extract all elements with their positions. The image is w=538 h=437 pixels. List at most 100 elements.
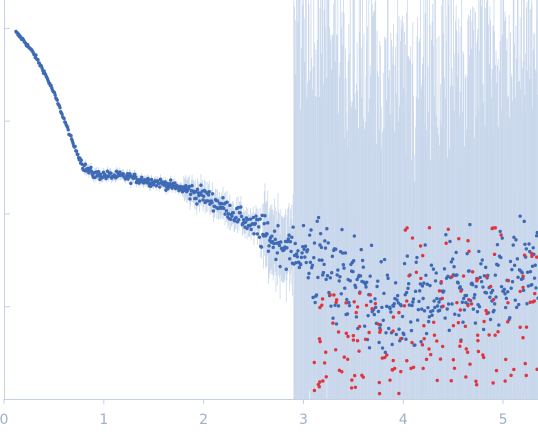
data-point-outlier [439, 280, 443, 284]
data-point [304, 260, 308, 265]
data-point [321, 270, 326, 275]
data-point-outlier [496, 329, 500, 334]
data-point [262, 221, 266, 226]
data-point [448, 239, 452, 244]
data-point-outlier [493, 226, 497, 230]
data-point [258, 217, 262, 221]
data-point [96, 170, 101, 174]
data-point-outlier [435, 378, 439, 383]
data-point-outlier [414, 270, 419, 274]
data-point [390, 342, 394, 347]
data-point [525, 302, 529, 306]
data-point-outlier [405, 299, 409, 303]
data-point-outlier [450, 274, 454, 279]
data-point-outlier [534, 255, 538, 259]
data-point-outlier [399, 336, 403, 341]
data-point [133, 175, 138, 179]
data-point-outlier [324, 350, 328, 354]
data-point-outlier [432, 320, 436, 324]
data-point [167, 185, 172, 189]
data-point [328, 276, 332, 280]
data-point [433, 279, 438, 283]
data-point [481, 327, 486, 332]
data-point [316, 275, 320, 280]
x-tick-label: 0 [0, 412, 8, 428]
data-point [437, 300, 441, 304]
data-point-outlier [493, 333, 497, 337]
data-point-outlier [418, 244, 423, 248]
data-point-outlier [533, 291, 537, 296]
data-point [276, 224, 280, 228]
data-point-outlier [388, 378, 392, 382]
data-point-outlier [391, 358, 395, 363]
data-point [79, 158, 84, 162]
data-point [382, 291, 386, 296]
data-point [425, 282, 429, 286]
data-point [188, 192, 193, 197]
data-point [437, 308, 442, 313]
data-point-outlier [485, 311, 489, 316]
data-point [424, 273, 428, 277]
data-point [421, 296, 425, 301]
data-point-outlier [370, 306, 374, 311]
data-point-outlier [441, 304, 445, 308]
data-point-outlier [476, 333, 480, 337]
data-point [149, 177, 154, 182]
data-point-outlier [492, 252, 497, 257]
data-point [512, 235, 516, 240]
data-point [386, 276, 390, 281]
data-point [316, 215, 321, 220]
data-point-outlier [373, 301, 378, 306]
data-point [510, 280, 515, 284]
data-point [452, 265, 456, 269]
data-point [206, 193, 211, 197]
data-point [477, 304, 482, 309]
data-point-outlier [419, 276, 423, 281]
data-point [195, 187, 200, 192]
data-point [302, 247, 306, 252]
data-point [359, 247, 363, 252]
data-point [430, 313, 434, 317]
data-point [60, 112, 64, 116]
data-point [523, 242, 527, 247]
data-point [410, 303, 414, 308]
data-point [285, 239, 290, 244]
data-point [360, 258, 365, 263]
data-point [343, 251, 348, 255]
data-point [107, 174, 111, 178]
data-point [426, 305, 430, 310]
data-point [514, 238, 518, 242]
data-point-outlier [506, 320, 510, 324]
data-point [225, 200, 229, 204]
data-point [291, 225, 295, 229]
data-point [248, 217, 253, 221]
data-point [193, 189, 198, 194]
data-point [484, 265, 488, 270]
data-point [351, 259, 356, 263]
data-point [325, 273, 330, 278]
data-point [504, 296, 509, 301]
data-point-outlier [342, 355, 346, 359]
x-tick-label: 2 [199, 412, 208, 428]
data-point [320, 258, 324, 262]
data-point [273, 237, 277, 242]
data-point-outlier [456, 320, 461, 325]
data-point [515, 257, 520, 261]
data-point [481, 285, 485, 289]
data-point [506, 290, 510, 294]
x-tick-label: 1 [99, 412, 108, 428]
data-point-outlier [318, 305, 322, 310]
data-point [307, 233, 312, 237]
data-point [407, 303, 412, 307]
data-point [326, 241, 330, 245]
data-point [358, 274, 363, 278]
data-point [447, 328, 451, 333]
data-point [461, 320, 465, 324]
data-point-outlier [322, 361, 327, 365]
data-point-outlier [421, 366, 425, 371]
axes-layer [4, 0, 538, 400]
data-point-outlier [321, 379, 325, 383]
data-point-outlier [451, 358, 456, 362]
data-point-outlier [509, 373, 513, 378]
data-point-outlier [361, 375, 365, 379]
